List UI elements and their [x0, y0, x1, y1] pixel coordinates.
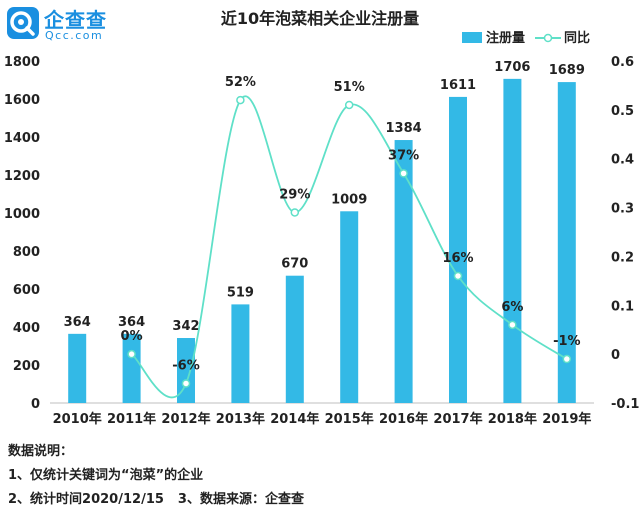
yoy-point [453, 271, 463, 281]
yoy-value-label: 0% [121, 329, 143, 344]
notes-line-1: 1、仅统计关键词为“泡菜”的企业 [8, 468, 204, 483]
line-series [127, 95, 572, 399]
y-left-tick-label: 1800 [4, 55, 40, 70]
line-labels: 0% -6% 52% 29% 51% 37% 16% 6% -1% [121, 75, 581, 373]
y-right-tick-label: 0.2 [611, 250, 634, 265]
x-axis: 2010年 2011年 2012年 2013年 2014年 2015年 2016年 2017年… [50, 402, 594, 427]
logo-text-cn: 企查查 [44, 8, 107, 32]
legend-line-label: 同比 [564, 30, 590, 46]
yoy-point [181, 379, 191, 388]
x-tick-label: 2016年 [379, 411, 428, 427]
y-axis-left: 0 200 400 600 800 1000 1200 1400 1600 1800 [4, 55, 40, 412]
chart-title: 近10年泡菜相关企业注册量 [221, 9, 419, 28]
bar-value-label: 342 [172, 319, 199, 334]
y-left-tick-label: 1600 [4, 93, 40, 108]
bar-value-label: 670 [281, 257, 308, 272]
notes-line-2: 2、统计时间2020/12/15 3、数据来源：企查查 [8, 488, 628, 512]
bar-value-label: 1009 [331, 192, 367, 207]
bar [557, 82, 576, 403]
bar [122, 333, 141, 403]
yoy-point [508, 320, 517, 330]
bar-value-label: 1384 [386, 121, 422, 136]
bar [340, 211, 359, 403]
company-logo: 企查查 Qcc.com [6, 4, 136, 44]
bar-value-label: 1706 [494, 60, 530, 75]
y-right-tick-label: 0.4 [611, 153, 634, 168]
yoy-point [399, 169, 408, 178]
y-left-tick-label: 200 [13, 359, 40, 374]
yoy-value-label: -1% [553, 334, 580, 349]
yoy-value-label: 51% [334, 80, 365, 95]
y-right-tick-label: 0.6 [611, 55, 634, 70]
x-tick-label: 2017年 [433, 411, 482, 427]
y-right-tick-label: 0.1 [611, 299, 634, 314]
yoy-point [290, 208, 300, 217]
x-tick-label: 2014年 [270, 411, 319, 427]
y-right-tick-label: 0.5 [611, 104, 634, 119]
notes-title: 数据说明： [8, 444, 74, 459]
yoy-point [562, 354, 572, 364]
x-tick-label: 2010年 [53, 411, 102, 427]
yoy-value-label: 29% [279, 187, 310, 202]
legend-line-marker [543, 33, 553, 43]
data-notes: 数据说明： 1、仅统计关键词为“泡菜”的企业 2、统计时间2020/12/15 3… [8, 440, 628, 512]
legend: 注册量 同比 [462, 30, 590, 46]
legend-bar-swatch [462, 32, 482, 43]
bar [449, 96, 467, 403]
y-left-tick-label: 1000 [4, 207, 40, 222]
combo-chart: 近10年泡菜相关企业注册量 注册量 同比 0 200 400 600 800 1000 12… [4, 9, 640, 427]
bar [177, 338, 195, 403]
bar-labels: 364 364 342 519 670 1009 1384 1611 1706 1689 [64, 60, 585, 334]
x-tick-label: 2018年 [488, 411, 537, 427]
yoy-line-path [131, 95, 568, 399]
x-tick-label: 2015年 [325, 411, 374, 427]
x-tick-label: 2011年 [107, 411, 156, 427]
yoy-point [236, 95, 245, 105]
notes-line-2b: 3、数据来源：企查查 [177, 492, 304, 507]
y-right-tick-label: 0.3 [611, 202, 634, 217]
yoy-point [127, 349, 136, 359]
bar [503, 78, 522, 404]
y-left-tick-label: 0 [31, 397, 40, 412]
bar-value-label: 364 [118, 315, 145, 330]
y-left-tick-label: 1400 [4, 131, 40, 146]
y-left-tick-label: 400 [13, 321, 40, 336]
bar [285, 275, 304, 403]
x-tick-label: 2013年 [216, 411, 265, 427]
yoy-value-label: -6% [172, 358, 199, 373]
yoy-value-label: 16% [442, 251, 473, 266]
logo-text-en: Qcc.com [45, 29, 104, 42]
bar-value-label: 364 [64, 315, 91, 330]
qcc-logo-icon [7, 7, 39, 39]
y-right-tick-label: 0 [611, 348, 620, 363]
bar-series [68, 78, 576, 404]
bar [68, 333, 87, 403]
bar-value-label: 519 [227, 285, 254, 300]
x-tick-label: 2019年 [542, 411, 591, 427]
bar-value-label: 1689 [549, 63, 585, 78]
y-left-tick-label: 600 [13, 283, 40, 298]
x-tick-label: 2012年 [161, 411, 210, 427]
legend-bar-label: 注册量 [486, 30, 525, 46]
yoy-point [344, 100, 354, 110]
y-right-tick-label: -0.1 [611, 397, 639, 412]
yoy-value-label: 52% [225, 75, 256, 90]
bar [394, 140, 413, 404]
y-axis-right: -0.1 0 0.1 0.2 0.3 0.4 0.5 0.6 [611, 55, 639, 412]
y-left-tick-label: 800 [13, 245, 40, 260]
yoy-value-label: 37% [388, 148, 419, 163]
bar-value-label: 1611 [440, 78, 476, 93]
notes-line-2a: 2、统计时间2020/12/15 [8, 492, 164, 507]
y-left-tick-label: 1200 [4, 169, 40, 184]
yoy-value-label: 6% [501, 300, 523, 315]
bar [231, 304, 250, 403]
